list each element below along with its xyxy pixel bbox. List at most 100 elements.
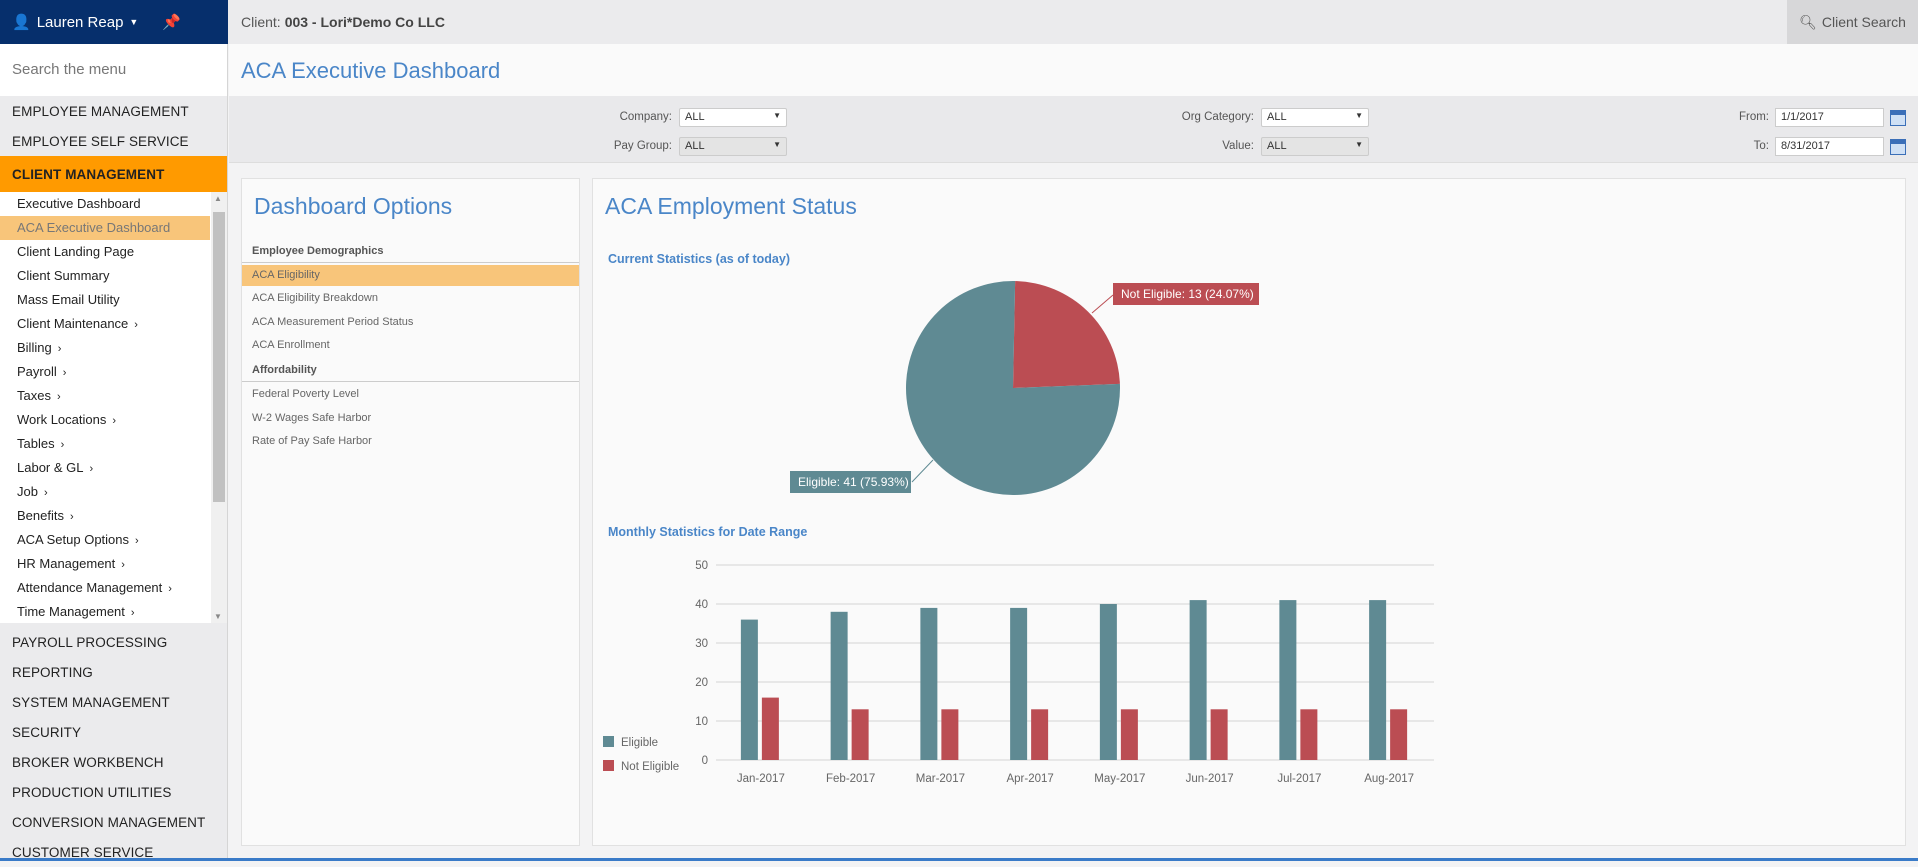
sidebar-item[interactable]: Mass Email Utility	[0, 288, 210, 312]
sidebar-item[interactable]: Billing ›	[0, 336, 210, 360]
options-group-heading: Affordability	[252, 364, 317, 377]
sidebar-section[interactable]: EMPLOYEE SELF SERVICE	[12, 134, 189, 149]
sidebar-item[interactable]: Payroll ›	[0, 360, 210, 384]
sidebar-section[interactable]: EMPLOYEE MANAGEMENT	[12, 104, 189, 119]
bar-not-eligible[interactable]	[1031, 709, 1049, 760]
sidebar-item[interactable]: Benefits ›	[0, 504, 210, 528]
sidebar-section[interactable]: REPORTING	[12, 665, 93, 680]
pie-label-box	[1113, 283, 1259, 305]
bar-eligible[interactable]	[740, 619, 758, 760]
bar-not-eligible[interactable]	[1300, 709, 1318, 760]
x-tick-label: Feb-2017	[826, 773, 875, 785]
pay-group-select[interactable]: ALL ▼	[679, 137, 787, 156]
scroll-down-icon[interactable]: ▼	[214, 612, 222, 621]
sidebar-item-label: Benefits	[17, 508, 64, 523]
sidebar-item[interactable]: Labor & GL ›	[0, 456, 210, 480]
sidebar-item-label: Job	[17, 484, 38, 499]
bar-not-eligible[interactable]	[851, 709, 869, 760]
bar-eligible[interactable]	[1369, 600, 1387, 760]
sidebar-section[interactable]: SYSTEM MANAGEMENT	[12, 695, 170, 710]
x-tick-label: Mar-2017	[916, 773, 965, 785]
calendar-icon[interactable]	[1890, 110, 1906, 126]
pie-slice-eligible[interactable]	[905, 281, 1120, 496]
y-tick-label: 0	[702, 755, 708, 767]
sidebar-section[interactable]: CONVERSION MANAGEMENT	[12, 815, 206, 830]
sidebar-section-client-management[interactable]: CLIENT MANAGEMENT	[0, 156, 227, 192]
client-search-button[interactable]: 🔍︎ Client Search	[1787, 0, 1918, 44]
sidebar-item[interactable]: Taxes ›	[0, 384, 210, 408]
bar-eligible[interactable]	[1279, 600, 1297, 760]
caret-down-icon: ▼	[1355, 111, 1363, 120]
calendar-icon[interactable]	[1890, 139, 1906, 155]
from-date-input[interactable]: 1/1/2017	[1775, 108, 1884, 127]
sidebar-item-label: Client Summary	[17, 268, 110, 283]
bar-eligible[interactable]	[1010, 607, 1028, 760]
bar-not-eligible[interactable]	[761, 697, 779, 760]
bar-not-eligible[interactable]	[1390, 709, 1408, 760]
company-value: ALL	[685, 111, 705, 123]
sidebar-section[interactable]: BROKER WORKBENCH	[12, 755, 164, 770]
sidebar-item[interactable]: Client Summary	[0, 264, 210, 288]
sidebar-item[interactable]: Job ›	[0, 480, 210, 504]
client-bar: Client: 003 - Lori*Demo Co LLC	[228, 0, 1918, 44]
y-tick-label: 40	[695, 599, 708, 611]
sidebar-section[interactable]: PRODUCTION UTILITIES	[12, 785, 172, 800]
value-select[interactable]: ALL ▼	[1261, 137, 1369, 156]
chevron-right-icon: ›	[60, 439, 65, 451]
sidebar-item-label: Time Management	[17, 604, 125, 619]
sidebar-item[interactable]: Client Landing Page	[0, 240, 210, 264]
sidebar-item-label: Payroll	[17, 364, 57, 379]
dashboard-option[interactable]: Federal Poverty Level	[252, 388, 359, 401]
x-tick-label: Jan-2017	[737, 773, 785, 785]
to-date-input[interactable]: 8/31/2017	[1775, 137, 1884, 156]
bar-eligible[interactable]	[920, 607, 938, 760]
sidebar-item[interactable]: Time Management ›	[0, 600, 210, 623]
company-select[interactable]: ALL ▼	[679, 108, 787, 127]
bar-eligible[interactable]	[1189, 600, 1207, 760]
legend-label: Eligible	[621, 737, 658, 749]
bar-not-eligible[interactable]	[1210, 709, 1228, 760]
y-tick-label: 20	[695, 677, 708, 689]
title-band	[229, 44, 1918, 96]
sidebar-section[interactable]: PAYROLL PROCESSING	[12, 635, 168, 650]
client-name: 003 - Lori*Demo Co LLC	[284, 14, 445, 30]
sidebar-section[interactable]: CUSTOMER SERVICE	[12, 845, 154, 860]
client-management-submenu: Executive Dashboard ACA Executive Dashboa…	[0, 192, 227, 623]
bottom-border	[0, 858, 1918, 861]
sidebar-item[interactable]: ACA Executive Dashboard	[0, 216, 210, 240]
options-group-heading: Employee Demographics	[252, 245, 384, 257]
org-category-select[interactable]: ALL ▼	[1261, 108, 1369, 127]
pie-slice-not-eligible[interactable]	[1013, 281, 1120, 388]
dashboard-option[interactable]: ACA Measurement Period Status	[252, 315, 414, 328]
dashboard-option[interactable]: ACA Eligibility Breakdown	[252, 292, 378, 305]
sidebar-item[interactable]: Attendance Management ›	[0, 576, 210, 600]
pin-icon[interactable]: 📌	[162, 14, 182, 31]
sidebar-item-label: Work Locations	[17, 412, 107, 427]
dashboard-option[interactable]: Rate of Pay Safe Harbor	[252, 434, 372, 447]
sidebar-item[interactable]: Executive Dashboard	[0, 192, 210, 216]
dashboard-option[interactable]: ACA Eligibility	[242, 265, 579, 286]
search-icon: 🔍︎	[1799, 13, 1817, 30]
scroll-up-icon[interactable]: ▲	[214, 194, 222, 203]
sidebar-item[interactable]: Tables ›	[0, 432, 210, 456]
bar-eligible[interactable]	[1099, 604, 1117, 760]
sidebar-item[interactable]: Work Locations ›	[0, 408, 210, 432]
user-name: Lauren Reap	[36, 13, 124, 31]
sidebar-item[interactable]: ACA Setup Options ›	[0, 528, 210, 552]
bar-not-eligible[interactable]	[1120, 709, 1138, 760]
bar-not-eligible[interactable]	[941, 709, 959, 760]
dashboard-option[interactable]: ACA Enrollment	[252, 338, 330, 351]
x-tick-label: Aug-2017	[1364, 773, 1414, 785]
dashboard-option[interactable]: W-2 Wages Safe Harbor	[252, 411, 372, 424]
sidebar-section[interactable]: SECURITY	[12, 725, 82, 740]
menu-search-input[interactable]: Search the menu	[0, 44, 227, 96]
submenu-scrollbar[interactable]: ▲ ▼	[211, 192, 227, 623]
user-menu[interactable]: 👤 Lauren Reap ▼ 📌	[0, 0, 228, 44]
bar-eligible[interactable]	[830, 611, 848, 760]
sidebar-item[interactable]: Client Maintenance ›	[0, 312, 210, 336]
chevron-right-icon: ›	[121, 559, 125, 571]
sidebar-item[interactable]: HR Management ›	[0, 552, 210, 576]
scroll-thumb[interactable]	[213, 212, 225, 502]
caret-down-icon: ▼	[773, 111, 781, 120]
